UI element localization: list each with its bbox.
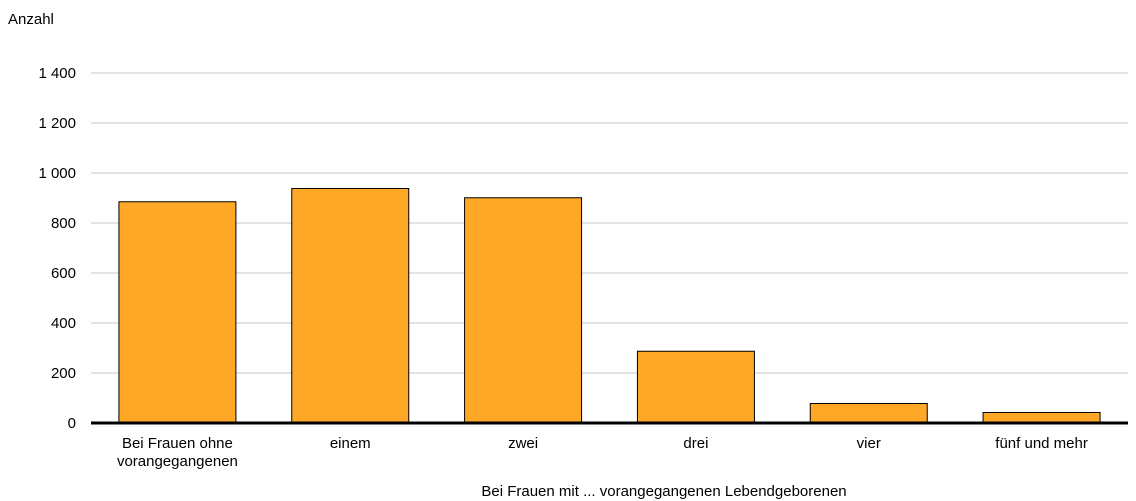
y-tick-label: 1 000: [38, 165, 76, 182]
bar: [982, 412, 1101, 424]
bar: [809, 403, 928, 424]
category-label-line: einem: [330, 435, 371, 452]
y-tick-label: 1 400: [38, 65, 76, 82]
y-tick-label: 1 200: [38, 115, 76, 132]
y-tick-label: 0: [68, 415, 76, 432]
x-axis-title: Bei Frauen mit ... vorangegangenen Leben…: [481, 483, 846, 500]
y-tick-label: 400: [51, 315, 76, 332]
category-label-line: Bei Frauen ohne: [122, 435, 233, 452]
category-label-line: vier: [857, 435, 881, 452]
bar: [464, 197, 583, 424]
category-label: fünf und mehr: [995, 435, 1088, 452]
y-axis-title: Anzahl: [8, 11, 54, 28]
gridlines: [91, 72, 1128, 374]
y-tick-labels: 0 200 400 600 800 1 000 1 200 1 400: [38, 65, 76, 432]
category-label: zwei: [508, 435, 538, 452]
y-tick-label: 600: [51, 265, 76, 282]
category-label: drei: [683, 435, 708, 452]
bar: [118, 201, 237, 424]
category-label-line: zwei: [508, 435, 538, 452]
category-label-line: fünf und mehr: [995, 435, 1088, 452]
category-labels: Bei Frauen ohne vorangegangenen einem zwei d…: [117, 435, 1088, 470]
bar: [291, 188, 410, 424]
bars: [118, 188, 1101, 424]
bar: [636, 350, 755, 424]
category-label: einem: [330, 435, 371, 452]
category-label: Bei Frauen ohne vorangegangenen: [117, 435, 238, 470]
category-label: vier: [857, 435, 881, 452]
category-label-line: drei: [683, 435, 708, 452]
y-tick-label: 200: [51, 365, 76, 382]
y-tick-label: 800: [51, 215, 76, 232]
category-label-line: vorangegangenen: [117, 453, 238, 470]
